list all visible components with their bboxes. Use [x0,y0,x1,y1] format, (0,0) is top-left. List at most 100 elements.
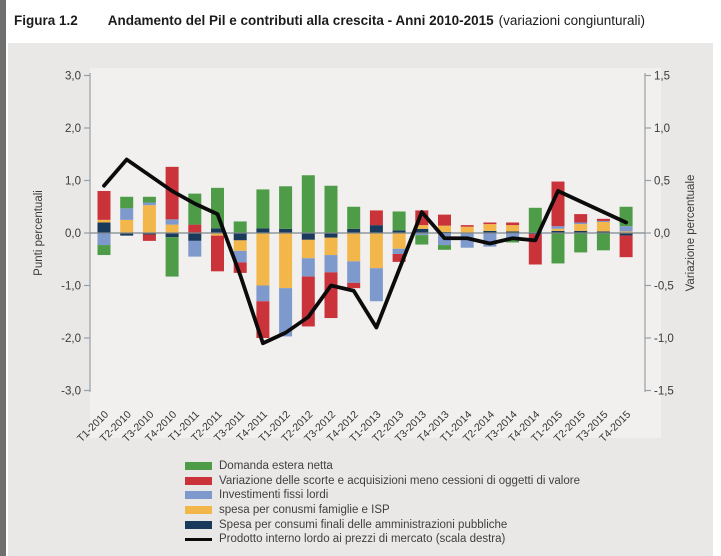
right-axis-tick-label: 0,0 [654,228,670,240]
bar-segment [483,230,497,233]
left-axis-tick-label: -3,0 [61,386,81,398]
legend-color-swatch [185,491,212,500]
bar-segment [574,230,588,233]
bar-segment [279,186,293,229]
bar-segment [97,191,111,220]
bar-segment [438,214,451,226]
bar-segment [347,282,361,289]
left-axis-tick-label: 0,0 [65,228,81,240]
bar-segment [551,230,565,233]
legend-item: spesa per conusmi famiglie e ISP [185,503,580,518]
legend-label: spesa per conusmi famiglie e ISP [219,504,390,517]
bar-segment [233,233,247,241]
bar-segment [188,240,202,257]
right-axis-title: Variazione percentuale [685,175,697,292]
left-axis-tick-label: 2,0 [65,123,81,135]
bar-segment [392,211,406,231]
left-axis-tick-label: 3,0 [65,71,81,83]
bar-segment [120,208,134,220]
bar-segment [415,228,429,233]
bar-segment [619,235,633,258]
legend-item: Spesa per consumi finali delle amministr… [185,517,580,532]
bar-segment [324,272,338,319]
bar-segment [120,233,134,236]
left-axis-title: Punti percentuali [33,190,45,276]
figure-caption: Figura 1.2 Andamento del Pil e contribut… [14,13,714,37]
bar-segment [506,225,520,232]
bar-segment [324,255,338,273]
bar-segment [279,288,293,337]
bar-segment [460,226,474,233]
bar-segment [120,196,134,209]
legend-color-swatch [185,476,212,485]
bar-segment [97,245,111,256]
bar-segment [596,231,610,233]
bar-segment [211,235,224,272]
legend-color-swatch [185,506,212,515]
bar-segment [324,237,338,256]
bar-segment [301,233,315,240]
bar-segment [483,222,497,225]
bar-segment [347,206,361,229]
bar-segment [369,225,383,233]
bar-segment [301,175,315,233]
legend-item: Investimenti fissi lordi [185,488,580,503]
bar-segment [619,231,633,233]
bar-segment [347,233,361,262]
bar-segment [324,185,338,233]
bar-segment [279,233,293,289]
bar-segment [506,231,520,233]
bar-segment [596,221,610,232]
bar-segment [142,233,156,235]
bar-segment [188,224,202,233]
bar-segment [369,210,383,226]
bar-segment [233,262,247,273]
bar-segment [324,233,338,238]
bar-segment [619,226,633,232]
bar-segment [97,219,111,223]
bar-segment [415,233,429,236]
legend-label: Prodotto interno lordo ai prezzi di merc… [219,533,506,546]
bar-segment [369,268,383,302]
bar-segment [483,224,497,231]
bar-segment [97,222,111,233]
bar-segment [596,218,610,221]
gdp-line [102,157,628,346]
figure-title-suffix: (variazioni congiunturali) [498,13,645,28]
legend-item: Variazione delle scorte e acquisizioni m… [185,474,580,489]
bar-segment [165,224,179,233]
bar-segment [188,233,202,241]
bar-segment [120,219,134,233]
bar-segment [165,237,179,277]
right-axis-tick-label: 1,0 [654,123,670,135]
window-edge-strip [0,0,6,556]
bar-segment [347,228,361,233]
bar-segment [574,233,588,253]
right-axis-tick-label: -0,5 [654,281,674,293]
bar-segment [188,193,202,225]
bar-segment [574,214,588,223]
bar-segment [528,207,542,233]
bar-segment [596,233,610,251]
bar-segment [142,234,156,241]
bar-segment [392,248,406,254]
legend-label: Variazione delle scorte e acquisizioni m… [219,474,580,487]
legend-label: Spesa per consumi finali delle amministr… [219,518,508,531]
bar-segment [551,226,565,229]
legend-color-swatch [185,520,212,529]
left-axis-tick-label: -1,0 [61,281,81,293]
bar-segment [211,233,224,236]
left-axis-tick-label: -2,0 [61,333,81,345]
bar-segment [142,196,156,203]
bar-segment [551,233,565,264]
bar-segment [301,258,315,277]
bar-segment [233,240,247,251]
left-axis-tick-label: 1,0 [65,176,81,188]
bar-segment [574,222,588,225]
figure-label: Figura 1.2 [14,13,78,28]
bar-segment [301,239,315,259]
bar-segment [97,233,111,246]
right-axis-tick-label: -1,5 [654,386,674,398]
